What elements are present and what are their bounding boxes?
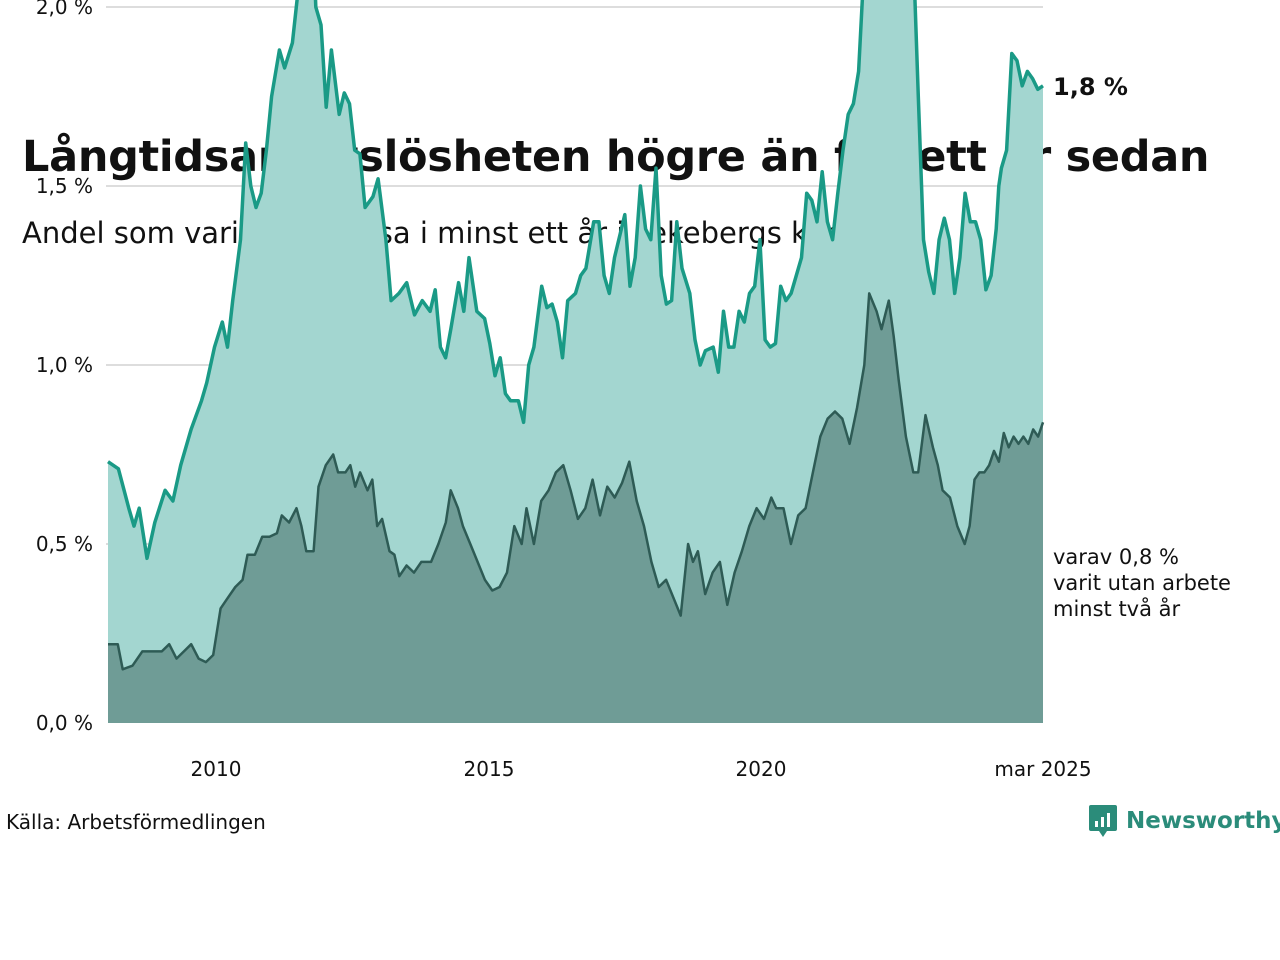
brand-logo: Newsworthy: [1088, 803, 1280, 839]
chart-subtitle: Andel som varit arbetslösa i minst ett å…: [22, 216, 918, 250]
x-tick-label: mar 2025: [994, 757, 1091, 781]
source-note: Källa: Arbetsförmedlingen: [6, 810, 266, 834]
y-tick-label: 0,0 %: [36, 711, 93, 735]
y-tick-label: 1,5 %: [36, 174, 93, 198]
chart-areas: [107, 0, 1045, 723]
x-tick-label: 2015: [464, 757, 515, 781]
two-year-area: [108, 293, 1043, 723]
total-line: [107, 0, 1044, 561]
newsworthy-logo-icon: [1089, 805, 1117, 837]
two-year-line: [108, 292, 1045, 671]
y-tick-label: 2,0 %: [36, 0, 93, 19]
y-tick-label: 0,5 %: [36, 532, 93, 556]
brand-name: Newsworthy: [1126, 808, 1280, 834]
total-end-label: 1,8 %: [1053, 73, 1128, 101]
y-tick-label: 1,0 %: [36, 353, 93, 377]
axis-labels: 0,0 % 0,5 % 1,0 % 1,5 % 2,0 % 2010 2015 2020 mar…: [36, 0, 1092, 781]
two-year-end-label-line: varit utan arbete: [1053, 571, 1231, 595]
two-year-end-label-line: minst två år: [1053, 596, 1181, 621]
x-tick-label: 2020: [736, 757, 787, 781]
x-tick-label: 2010: [191, 757, 242, 781]
area-chart: 0,0 % 0,5 % 1,0 % 1,5 % 2,0 % 2010 2015 2020 mar…: [36, 0, 1231, 781]
two-year-end-label-line: varav 0,8 %: [1053, 545, 1179, 569]
